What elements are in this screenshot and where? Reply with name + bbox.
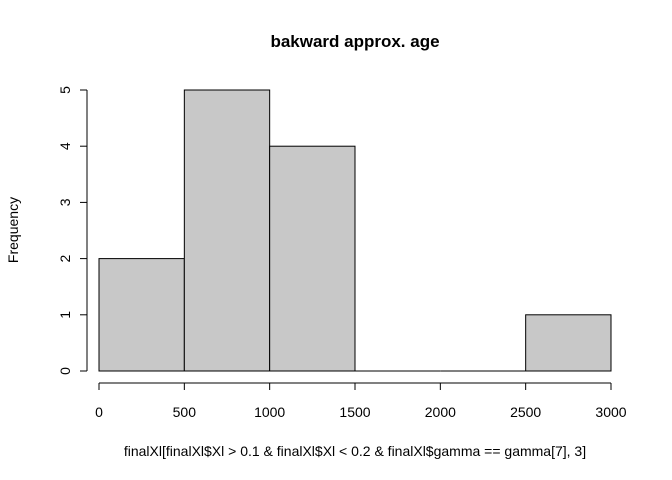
x-tick-label-6: 3000 [595,404,626,420]
x-tick-label-4: 2000 [425,404,456,420]
y-axis: 0 1 2 3 4 5 [57,86,88,375]
histogram-bar-1 [183,89,271,372]
histogram-bar-2 [269,145,356,372]
y-tick-label-0: 0 [57,367,73,375]
y-tick-label-1: 1 [57,311,73,319]
bars-group [98,89,612,372]
x-tick-label-5: 2500 [510,404,541,420]
x-tick-label-0: 0 [95,404,103,420]
y-tick-label-3: 3 [57,198,73,206]
histogram-bar-5 [525,314,612,372]
x-tick-label-1: 500 [173,404,197,420]
x-tick-label-2: 1000 [254,404,285,420]
y-tick-label-2: 2 [57,254,73,262]
y-tick-label-5: 5 [57,86,73,94]
histogram-bar-0 [98,258,185,372]
chart-title: bakward approx. age [270,32,439,51]
x-axis-label: finalXl[finalXl$Xl > 0.1 & finalXl$Xl < … [124,443,586,459]
x-tick-label-3: 1500 [339,404,370,420]
x-axis: 0 500 1000 1500 2000 2500 3000 [95,382,627,420]
y-tick-label-4: 4 [57,142,73,150]
y-axis-label: Frequency [5,197,21,263]
